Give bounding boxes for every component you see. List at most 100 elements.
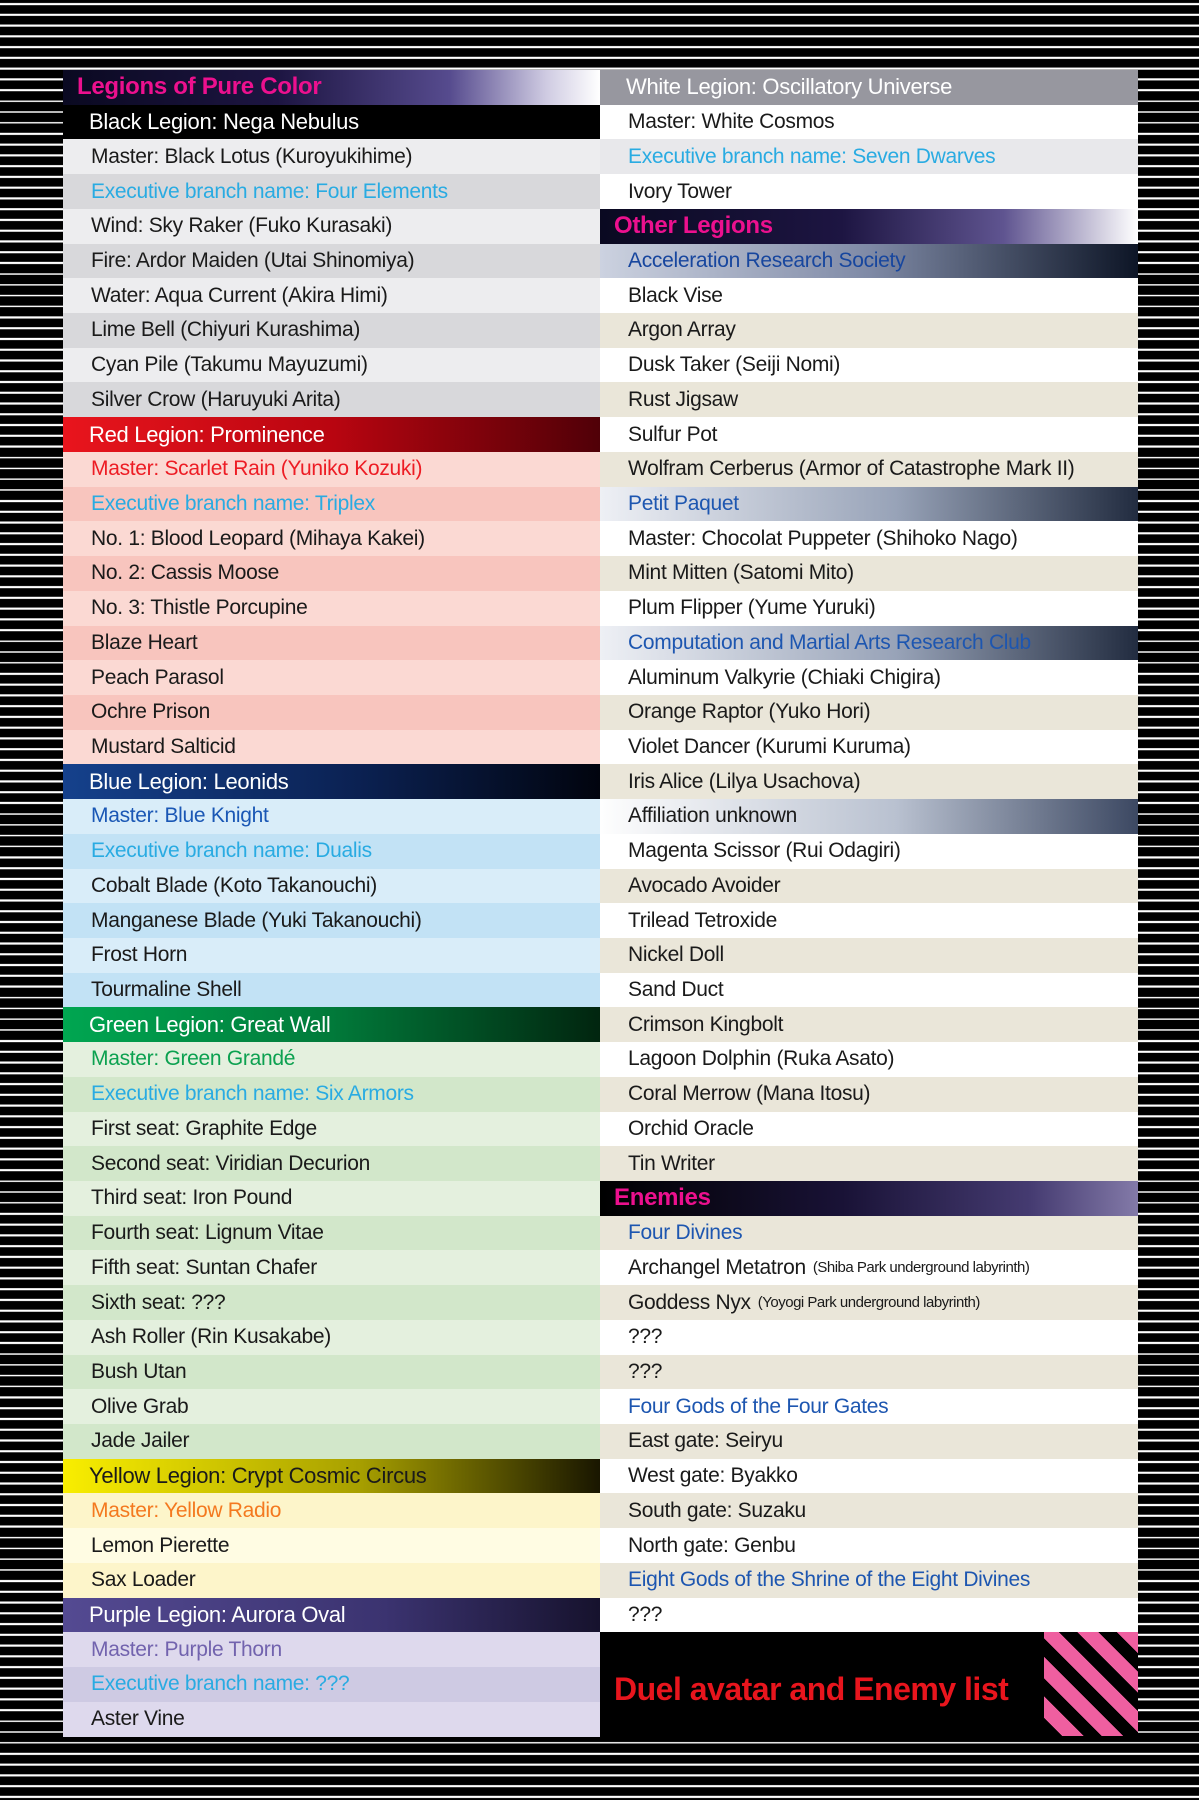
row-label: Eight Gods of the Shrine of the Eight Di… (628, 1568, 1031, 1592)
legion-header-row: Blue Legion: Leonids (63, 764, 600, 800)
list-row: Plum Flipper (Yume Yuruki) (600, 590, 1138, 626)
list-row: Ochre Prison (63, 694, 600, 730)
row-label: Sixth seat: ??? (91, 1290, 226, 1314)
row-label: Master: Black Lotus (Kuroyukihime) (91, 144, 413, 168)
row-label: Cobalt Blade (Koto Takanouchi) (91, 873, 377, 897)
row-label: Orange Raptor (Yuko Hori) (628, 700, 871, 724)
row-label: Affiliation unknown (628, 804, 798, 828)
row-label: Iris Alice (Lilya Usachova) (628, 769, 861, 793)
row-note: (Yoyogi Park underground labyrinth) (757, 1294, 981, 1312)
row-label: East gate: Seiryu (628, 1429, 783, 1453)
section-header-row: Legions of Pure Color (63, 70, 600, 105)
row-label: Water: Aqua Current (Akira Himi) (91, 283, 388, 307)
row-label: Executive branch name: Dualis (91, 839, 372, 863)
list-row: Violet Dancer (Kurumi Kuruma) (600, 729, 1138, 765)
list-row: Rust Jigsaw (600, 382, 1138, 418)
list-row: Sixth seat: ??? (63, 1285, 600, 1320)
list-row: Bush Utan (63, 1354, 600, 1390)
list-row: Argon Array (600, 313, 1138, 348)
row-label: Enemies (614, 1184, 711, 1212)
list-row: Mustard Salticid (63, 729, 600, 765)
list-row: Fire: Ardor Maiden (Utai Shinomiya) (63, 243, 600, 279)
list-row: Lime Bell (Chiyuri Kurashima) (63, 313, 600, 348)
list-row: Sax Loader (63, 1562, 600, 1598)
row-label: Olive Grab (91, 1394, 189, 1418)
row-label: Black Legion: Nega Nebulus (89, 109, 359, 135)
row-label: Argon Array (628, 318, 736, 342)
row-label: Coral Merrow (Mana Itosu) (628, 1082, 871, 1106)
list-row: Fifth seat: Suntan Chafer (63, 1250, 600, 1286)
row-label: Aster Vine (91, 1707, 185, 1731)
list-row: Peach Parasol (63, 660, 600, 695)
row-label: Blue Legion: Leonids (89, 768, 289, 794)
row-label: Lemon Pierette (91, 1533, 230, 1557)
list-row: Magenta Scissor (Rui Odagiri) (600, 833, 1138, 869)
row-label: ??? (628, 1359, 663, 1383)
list-row: No. 2: Cassis Moose (63, 556, 600, 591)
row-label: Cyan Pile (Takumu Mayuzumi) (91, 353, 368, 377)
row-label: Trilead Tetroxide (628, 908, 777, 932)
list-row: Wind: Sky Raker (Fuko Kurasaki) (63, 208, 600, 244)
list-row: Ivory Tower (600, 174, 1138, 209)
list-row: Orange Raptor (Yuko Hori) (600, 694, 1138, 730)
row-label: Purple Legion: Aurora Oval (89, 1601, 346, 1627)
list-row: Cyan Pile (Takumu Mayuzumi) (63, 347, 600, 383)
list-row: Aster Vine (63, 1701, 600, 1737)
right-column: White Legion: Oscillatory Universe Maste… (600, 70, 1138, 1737)
list-row: East gate: Seiryu (600, 1424, 1138, 1459)
list-row: Coral Merrow (Mana Itosu) (600, 1076, 1138, 1112)
list-row: Jade Jailer (63, 1424, 600, 1459)
list-row: Ash Roller (Rin Kusakabe) (63, 1319, 600, 1355)
legion-header-row: Green Legion: Great Wall (63, 1007, 600, 1043)
group-header-row: Petit Paquet (600, 486, 1138, 522)
row-label: No. 3: Thistle Porcupine (91, 596, 308, 620)
row-label: Third seat: Iron Pound (91, 1186, 293, 1210)
row-label: Lime Bell (Chiyuri Kurashima) (91, 318, 361, 342)
list-row: Lemon Pierette (63, 1528, 600, 1563)
list-row: Executive branch name: Four Elements (63, 174, 600, 209)
list-row: Master: Yellow Radio (63, 1493, 600, 1529)
list-row: Master: Scarlet Rain (Yuniko Kozuki) (63, 451, 600, 487)
row-label: Master: Scarlet Rain (Yuniko Kozuki) (91, 457, 423, 481)
list-row: Master: Green Grandé (63, 1042, 600, 1077)
list-row: Third seat: Iron Pound (63, 1181, 600, 1216)
row-label: Executive branch name: ??? (91, 1672, 350, 1696)
row-label: Acceleration Research Society (628, 248, 906, 272)
row-label: Frost Horn (91, 943, 188, 967)
row-label: First seat: Graphite Edge (91, 1116, 317, 1140)
list-row: Black Vise (600, 278, 1138, 314)
list-row: Executive branch name: ??? (63, 1667, 600, 1702)
row-label: ??? (628, 1325, 663, 1349)
row-label: Petit Paquet (628, 491, 739, 515)
row-label: Orchid Oracle (628, 1116, 754, 1140)
row-label: Fire: Ardor Maiden (Utai Shinomiya) (91, 248, 415, 272)
list-row: No. 1: Blood Leopard (Mihaya Kakei) (63, 521, 600, 557)
row-label: Crimson Kingbolt (628, 1012, 784, 1036)
list-row: ??? (600, 1597, 1138, 1633)
list-row: West gate: Byakko (600, 1458, 1138, 1494)
row-label: Bush Utan (91, 1359, 187, 1383)
list-row: Executive branch name: Seven Dwarves (600, 139, 1138, 175)
list-row: Blaze Heart (63, 625, 600, 661)
row-label: Master: Chocolat Puppeter (Shihoko Nago) (628, 526, 1018, 550)
list-row: Sand Duct (600, 972, 1138, 1008)
row-label: No. 2: Cassis Moose (91, 561, 280, 585)
row-label: Sax Loader (91, 1568, 196, 1592)
row-label: Master: Green Grandé (91, 1047, 296, 1071)
row-label: Executive branch name: Seven Dwarves (628, 144, 996, 168)
list-row: Fourth seat: Lignum Vitae (63, 1215, 600, 1251)
list-row: Tin Writer (600, 1146, 1138, 1181)
left-column: Legions of Pure Color Black Legion: Nega… (63, 70, 600, 1737)
list-row: Master: Blue Knight (63, 799, 600, 834)
list-row: Executive branch name: Six Armors (63, 1076, 600, 1112)
row-label: Mint Mitten (Satomi Mito) (628, 561, 854, 585)
list-row: Master: Black Lotus (Kuroyukihime) (63, 139, 600, 175)
group-header-row: Four Gods of the Four Gates (600, 1389, 1138, 1425)
row-label: Magenta Scissor (Rui Odagiri) (628, 839, 901, 863)
row-label: Master: Purple Thorn (91, 1637, 282, 1661)
list-row: Nickel Doll (600, 937, 1138, 973)
list-row: Second seat: Viridian Decurion (63, 1146, 600, 1181)
row-label: West gate: Byakko (628, 1464, 798, 1488)
row-label: Yellow Legion: Crypt Cosmic Circus (89, 1463, 427, 1489)
row-label: Four Divines (628, 1221, 743, 1245)
